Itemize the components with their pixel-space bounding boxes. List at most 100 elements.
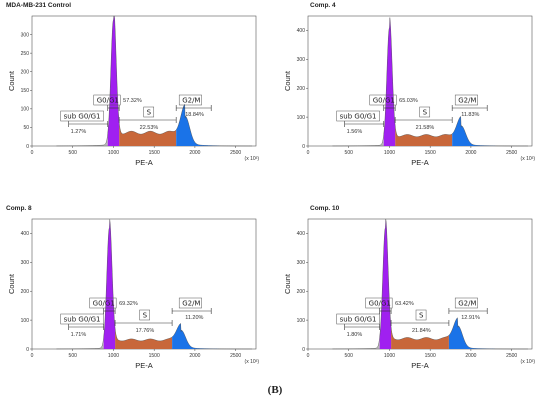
gate-label: S	[423, 109, 428, 117]
y-tick-label: 200	[297, 86, 306, 92]
y-tick-label: 0	[26, 144, 29, 150]
gate-percent: 18.84%	[185, 112, 204, 118]
histogram-outline	[56, 15, 252, 147]
gate-label-box	[60, 313, 104, 325]
gate-percent: 22.53%	[140, 125, 159, 131]
s-phase-area	[391, 326, 449, 349]
y-axis-label: Count	[7, 70, 16, 91]
histogram-panel-comp10: Comp. 10 0 100 200 300 400 0 500 1000 1500 2000 25…	[278, 205, 538, 370]
gate-percent: 1.80%	[347, 332, 363, 338]
y-axis-label: Count	[283, 70, 292, 91]
x-tick-label: 2500	[506, 150, 517, 156]
gate-label-box	[454, 94, 478, 106]
gate-label-box	[336, 110, 380, 122]
x-tick-label: 2000	[189, 353, 200, 359]
y-tick-label: 400	[297, 231, 306, 237]
x-unit-label: (x 10³)	[521, 156, 536, 162]
sub-g0g1-area	[336, 337, 380, 349]
gate-label-box	[415, 309, 427, 321]
gate-label-box	[139, 309, 150, 321]
figure-label: (B)	[267, 384, 283, 396]
gate-percent: 63.42%	[395, 301, 414, 307]
gate-label-box	[60, 110, 104, 122]
gate-percent: 69.32%	[119, 301, 138, 307]
gate-label: sub G0/G1	[64, 316, 101, 324]
gate-percent: 17.76%	[136, 328, 155, 334]
panel-title: Comp. 4	[310, 2, 336, 9]
s-phase-area	[395, 125, 453, 146]
gate-label: G2/M	[182, 300, 200, 308]
panel-title: MDA-MB-231 Control	[6, 2, 71, 9]
gate-label: G0/G1	[93, 300, 115, 308]
x-tick-label: 2000	[465, 353, 476, 359]
y-tick-label: 50	[23, 125, 29, 131]
g0g1-area	[379, 219, 392, 349]
gate-label-box	[89, 297, 117, 309]
x-tick-label: 500	[345, 150, 354, 156]
gate-label: G0/G1	[97, 97, 119, 105]
gate-label-box	[369, 94, 397, 106]
histogram-comp4: 0 100 200 300 400 0 500 1000 1500 2000 2500 (x 10³)…	[283, 15, 536, 167]
gate-percent: 1.56%	[347, 129, 363, 135]
gate-label-box	[365, 297, 393, 309]
panel-title: Comp. 10	[310, 205, 340, 212]
gate-label-box	[419, 106, 431, 118]
x-tick-label: 1500	[149, 353, 160, 359]
gate-percent: 11.20%	[185, 315, 203, 321]
gate-label-box	[178, 297, 202, 309]
x-unit-label: (x 10³)	[521, 359, 536, 365]
gate-label: sub G0/G1	[64, 113, 101, 121]
x-tick-label: 1000	[108, 353, 119, 359]
g0g1-area	[107, 16, 120, 146]
x-tick-label: 2500	[506, 353, 517, 359]
gate-label-box	[143, 106, 155, 118]
y-tick-label: 400	[297, 28, 306, 34]
gate-percent: 65.03%	[399, 98, 418, 104]
x-tick-label: 0	[31, 150, 34, 156]
histogram-panel-comp8: Comp. 8 0 100 200 300 400 0 500 1000 1500 2000 250…	[0, 205, 260, 370]
y-tick-label: 0	[302, 144, 305, 150]
y-tick-label: 300	[297, 260, 306, 266]
g0g1-area	[103, 219, 116, 349]
g0g1-area	[383, 17, 396, 147]
y-axis-label: Count	[7, 273, 16, 294]
g2m-area	[176, 104, 220, 146]
s-phase-area	[115, 328, 173, 349]
gate-label: S	[147, 109, 152, 117]
gate-percent: 12.91%	[461, 315, 480, 321]
gate-label: G2/M	[458, 300, 476, 308]
y-tick-label: 100	[21, 318, 30, 324]
x-axis-label: PE-A	[135, 158, 153, 167]
gate-percent: 1.27%	[71, 129, 87, 135]
gate-percent: 21.58%	[416, 125, 435, 131]
x-tick-label: 2500	[230, 150, 241, 156]
y-tick-label: 100	[21, 107, 30, 113]
histogram-panel-comp4: Comp. 4 0 100 200 300 400 0 500 1000 1500 2000 250…	[278, 2, 538, 167]
gate-label: G0/G1	[369, 300, 391, 308]
sub-g0g1-area	[336, 134, 384, 146]
x-tick-label: 0	[307, 353, 310, 359]
gate-percent: 57.32%	[123, 98, 142, 104]
x-unit-label: (x 10³)	[245, 359, 260, 365]
histogram-comp10: 0 100 200 300 400 0 500 1000 1500 2000 2500 (x 10³)…	[283, 218, 536, 370]
x-tick-label: 2500	[230, 353, 241, 359]
histogram-control: 0 50 100 150 200 250 300 0 500 1000 1500 2000 2500 (x…	[7, 15, 259, 167]
y-tick-label: 150	[21, 88, 30, 94]
y-tick-label: 100	[297, 115, 306, 121]
y-tick-label: 300	[21, 32, 30, 38]
gate-label: G2/M	[458, 97, 476, 105]
x-axis-label: PE-A	[411, 361, 429, 370]
histogram-outline	[332, 218, 528, 350]
gate-label-box	[93, 94, 121, 106]
g2m-area	[448, 317, 496, 349]
x-tick-label: 1500	[425, 353, 436, 359]
gate-label: G2/M	[182, 97, 200, 105]
s-phase-area	[119, 121, 177, 146]
x-tick-label: 0	[31, 353, 34, 359]
y-tick-label: 250	[21, 51, 30, 57]
sub-g0g1-area	[60, 133, 108, 146]
x-tick-label: 1500	[149, 150, 160, 156]
sub-g0g1-area	[60, 337, 104, 349]
gate-label-box	[336, 313, 380, 325]
y-tick-label: 0	[26, 347, 29, 353]
